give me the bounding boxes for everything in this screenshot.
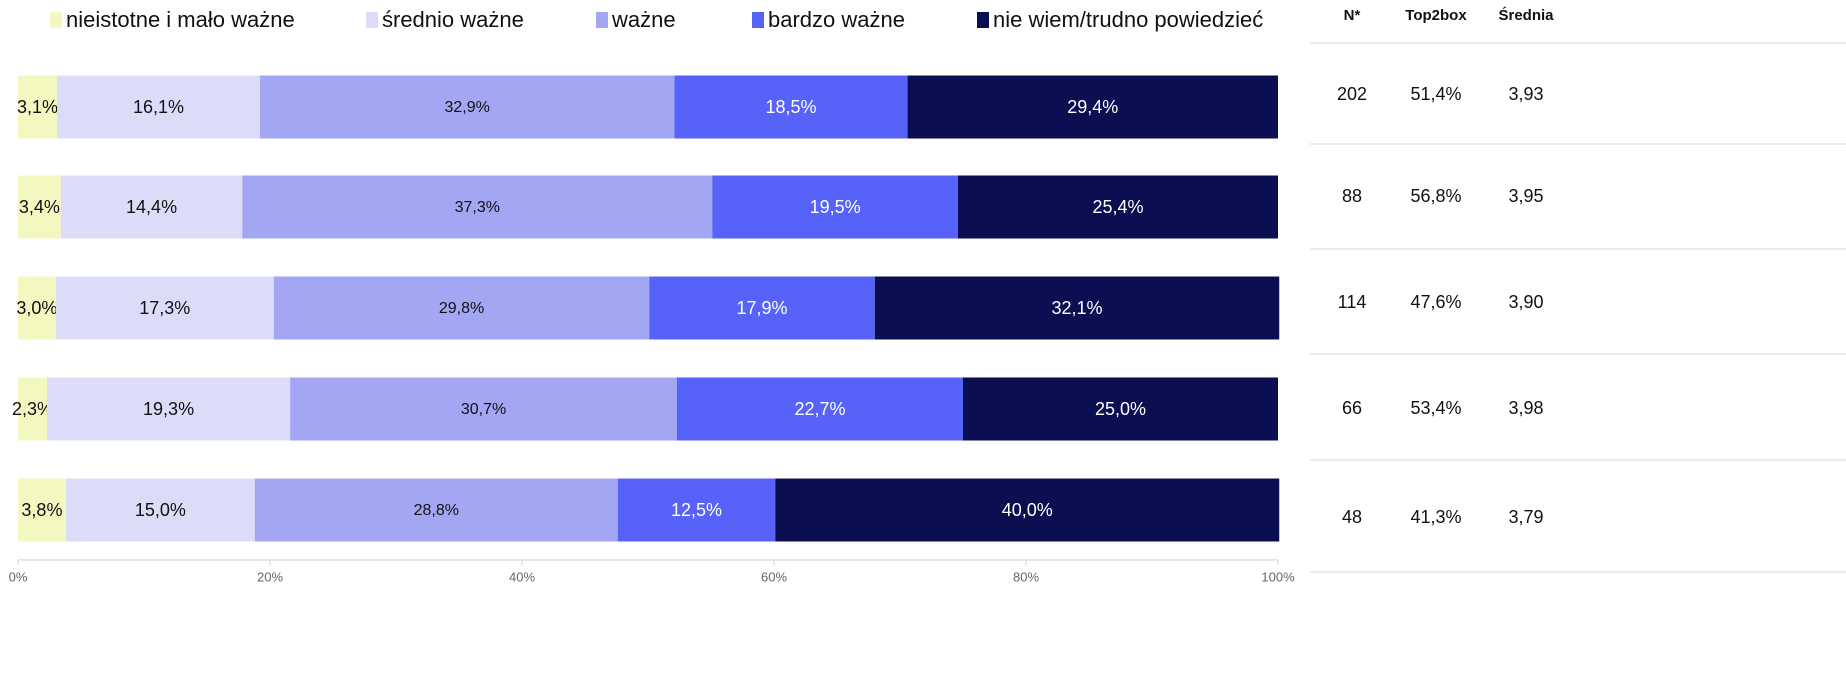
value-label: 3,0%	[16, 298, 57, 318]
table-header: Top2box	[1405, 7, 1467, 24]
value-label: 2,3%	[12, 399, 53, 419]
x-tick-label: 40%	[509, 569, 535, 584]
value-label: 18,5%	[765, 97, 816, 117]
value-label: 40,0%	[1002, 500, 1053, 520]
table-cell: 41,3%	[1410, 507, 1461, 527]
bar-segment	[18, 377, 47, 441]
table-header: N*	[1344, 7, 1361, 24]
bar-segment	[18, 478, 66, 542]
x-tick-label: 0%	[9, 569, 28, 584]
table-cell: 114	[1338, 292, 1367, 312]
table-cell: 88	[1342, 186, 1362, 206]
bar-segment	[273, 276, 650, 340]
legend-label: bardzo ważne	[768, 7, 905, 32]
table-cell: 3,98	[1508, 398, 1543, 418]
value-label: 30,7%	[461, 401, 506, 418]
table-cell: 202	[1337, 84, 1367, 104]
bar-segment	[676, 377, 963, 441]
value-label: 32,1%	[1052, 298, 1103, 318]
value-label: 37,3%	[455, 199, 500, 216]
table-cell: 3,95	[1508, 186, 1543, 206]
legend-label: ważne	[611, 7, 676, 32]
x-tick-label: 20%	[257, 569, 283, 584]
table-cell: 3,93	[1508, 84, 1543, 104]
bar-segment	[65, 478, 255, 542]
value-label: 25,0%	[1095, 399, 1146, 419]
bar-segment	[46, 377, 291, 441]
bar-segment	[18, 276, 56, 340]
value-label: 29,4%	[1067, 97, 1118, 117]
value-label: 3,8%	[21, 500, 62, 520]
bar-segment	[259, 75, 675, 139]
bar-segment	[60, 175, 243, 239]
bar-segment	[874, 276, 1280, 340]
legend-label: nieistotne i mało ważne	[66, 7, 295, 32]
bar-segment	[254, 478, 618, 542]
table-cell: 47,6%	[1410, 292, 1461, 312]
legend-swatch	[50, 12, 62, 28]
table-cell: 3,79	[1508, 507, 1543, 527]
value-label: 3,4%	[19, 197, 60, 217]
value-label: 14,4%	[126, 197, 177, 217]
table-header: Średnia	[1498, 6, 1554, 24]
table-cell: 56,8%	[1410, 186, 1461, 206]
bar-segment	[712, 175, 958, 239]
table-cell: 3,90	[1508, 292, 1543, 312]
bar-segment	[57, 75, 260, 139]
bar-segment	[963, 377, 1278, 441]
bar-segment	[907, 75, 1278, 139]
table-cell: 66	[1342, 398, 1362, 418]
legend-label: nie wiem/trudno powiedzieć	[993, 7, 1263, 32]
bar-segment	[18, 175, 61, 239]
bar-segment	[674, 75, 908, 139]
value-label: 3,1%	[17, 97, 58, 117]
legend-swatch	[752, 12, 764, 28]
legend-swatch	[977, 12, 989, 28]
table-cell: 48	[1342, 507, 1362, 527]
value-label: 28,8%	[414, 502, 459, 519]
bar-segment	[649, 276, 875, 340]
value-label: 29,8%	[439, 300, 484, 317]
value-label: 32,9%	[445, 99, 490, 116]
value-label: 16,1%	[133, 97, 184, 117]
legend-swatch	[596, 12, 608, 28]
value-label: 25,4%	[1092, 197, 1143, 217]
value-label: 17,3%	[139, 298, 190, 318]
legend-label: średnio ważne	[382, 7, 524, 32]
legend-swatch	[366, 12, 378, 28]
value-label: 15,0%	[135, 500, 186, 520]
value-label: 22,7%	[794, 399, 845, 419]
bar-segment	[18, 75, 58, 139]
x-tick-label: 80%	[1013, 569, 1039, 584]
bar-segment	[55, 276, 274, 340]
value-label: 19,5%	[810, 197, 861, 217]
value-label: 19,3%	[143, 399, 194, 419]
bar-segment	[775, 478, 1280, 542]
value-label: 12,5%	[671, 500, 722, 520]
bar-segment	[242, 175, 713, 239]
table-cell: 51,4%	[1410, 84, 1461, 104]
value-label: 17,9%	[737, 298, 788, 318]
x-tick-label: 100%	[1261, 569, 1295, 584]
bar-segment	[290, 377, 677, 441]
table-cell: 53,4%	[1410, 398, 1461, 418]
bar-segment	[617, 478, 776, 542]
bar-segment	[957, 175, 1278, 239]
x-tick-label: 60%	[761, 569, 787, 584]
